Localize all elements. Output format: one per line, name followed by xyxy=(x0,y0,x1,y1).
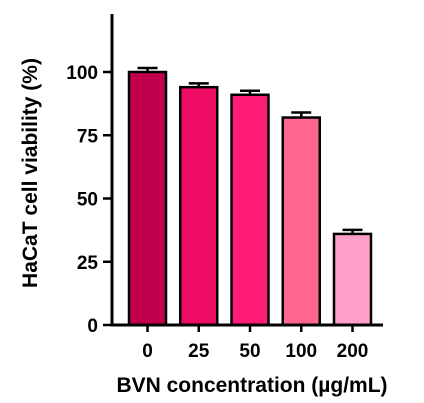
error-bar-0 xyxy=(137,66,158,72)
error-bars-layer xyxy=(137,66,363,234)
x-tick-label-25: 25 xyxy=(188,341,210,362)
x-axis-title: BVN concentration (µg/mL) xyxy=(116,374,387,397)
y-tick-label-100: 100 xyxy=(66,63,98,84)
y-tick-label-0: 0 xyxy=(87,316,98,337)
y-axis-title: HaCaT cell viability (%) xyxy=(19,58,42,288)
bar-0 xyxy=(127,70,168,327)
y-tick-label-75: 75 xyxy=(77,126,99,147)
x-tick-label-50: 50 xyxy=(239,341,260,362)
bar-50 xyxy=(230,93,270,327)
bar-25 xyxy=(179,85,219,327)
error-bar-200 xyxy=(342,228,363,234)
y-tick-label-25: 25 xyxy=(77,253,99,274)
x-tick-label-0: 0 xyxy=(142,341,153,362)
bar-200 xyxy=(332,232,373,327)
y-axis-ticks: 0 25 50 75 100 xyxy=(66,63,112,337)
error-bar-100 xyxy=(291,111,312,118)
y-tick-label-50: 50 xyxy=(77,190,98,211)
bar-100 xyxy=(281,116,321,327)
error-bar-25 xyxy=(188,82,209,88)
x-tick-label-200: 200 xyxy=(337,341,369,362)
bars-layer xyxy=(127,70,373,327)
x-axis-ticks: 0 25 50 100 200 xyxy=(142,325,368,362)
error-bar-50 xyxy=(240,89,260,95)
x-tick-label-100: 100 xyxy=(285,341,317,362)
